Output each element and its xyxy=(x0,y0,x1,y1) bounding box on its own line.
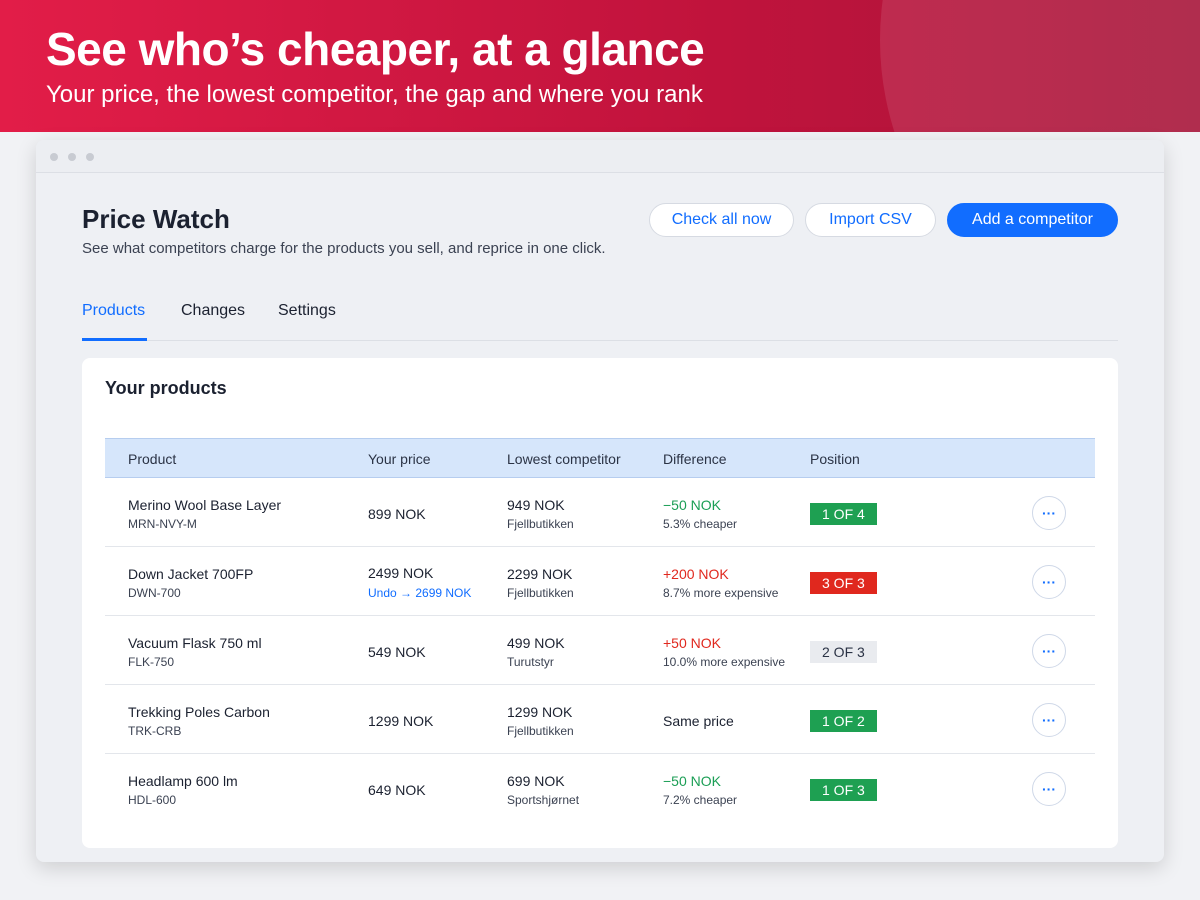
product-name: Down Jacket 700FP xyxy=(128,566,254,582)
button[interactable]: Import CSV xyxy=(805,203,936,237)
lowest-price: 949 NOK xyxy=(507,497,565,513)
column-header: Difference xyxy=(663,451,727,467)
difference-note: 7.2% cheaper xyxy=(663,793,738,807)
decor-circle xyxy=(880,0,1200,132)
window-dot xyxy=(50,153,58,161)
more-button[interactable]: ··· xyxy=(1032,772,1066,806)
table-row: Vacuum Flask 750 ml FLK-750 549 NOK 499 NOK… xyxy=(105,616,1095,685)
sku: FLK-750 xyxy=(128,655,175,669)
tab[interactable]: Changes xyxy=(181,302,246,319)
column-header: Your price xyxy=(368,451,431,467)
more-button[interactable]: ··· xyxy=(1032,565,1066,599)
tab-indicator xyxy=(82,338,147,341)
competitor: Fjellbutikken xyxy=(507,724,574,738)
your-price: 549 NOK xyxy=(368,644,426,660)
competitor: Turutstyr xyxy=(507,655,554,669)
lowest-price: 1299 NOK xyxy=(507,704,573,720)
tab[interactable]: Settings xyxy=(278,302,336,319)
competitor: Sportshjørnet xyxy=(507,793,580,807)
competitor: Fjellbutikken xyxy=(507,517,574,531)
lowest-price: 499 NOK xyxy=(507,635,565,651)
banner: See who’s cheaper, at a glance Your pric… xyxy=(0,0,1200,132)
difference: −50 NOK xyxy=(663,773,721,789)
difference: −50 NOK xyxy=(663,497,721,513)
window-bar xyxy=(36,140,1164,173)
window-dot xyxy=(68,153,76,161)
position-badge: 2 OF 3 xyxy=(810,641,877,663)
banner-title: See who’s cheaper, at a glance xyxy=(46,23,705,75)
difference: Same price xyxy=(663,713,734,729)
primary-button[interactable]: Add a competitor xyxy=(947,203,1118,237)
table-header: Product Your price Lowest competitor Differ… xyxy=(105,438,1095,478)
your-price: 899 NOK xyxy=(368,506,426,522)
table-row: Down Jacket 700FP DWN-700 2499 NOK Undo → 2… xyxy=(105,547,1095,616)
window-dot xyxy=(86,153,94,161)
button[interactable]: Check all now xyxy=(649,203,794,237)
difference: +50 NOK xyxy=(663,635,721,651)
sku: MRN-NVY-M xyxy=(128,517,197,531)
product-name: Headlamp 600 lm xyxy=(128,773,238,789)
column-header: Position xyxy=(810,451,860,467)
sku: HDL-600 xyxy=(128,793,177,807)
product-name: Merino Wool Base Layer xyxy=(128,497,282,513)
products-card: Your products Product Your price Lowest co… xyxy=(82,358,1118,848)
table-row: Merino Wool Base Layer MRN-NVY-M 899 NOK 94… xyxy=(105,478,1095,547)
your-price: 649 NOK xyxy=(368,782,426,798)
position-badge: 3 OF 3 xyxy=(810,572,877,594)
table-row: Headlamp 600 lm HDL-600 649 NOK 699 NOK Spor… xyxy=(105,754,1095,823)
tab-divider xyxy=(82,340,1118,341)
position-badge: 1 OF 3 xyxy=(810,779,877,801)
competitor: Fjellbutikken xyxy=(507,586,574,600)
product-name: Trekking Poles Carbon xyxy=(128,704,270,720)
more-button[interactable]: ··· xyxy=(1032,496,1066,530)
tab[interactable]: Products xyxy=(82,302,146,319)
position-badge: 1 OF 4 xyxy=(810,503,877,525)
difference-note: 5.3% cheaper xyxy=(663,517,738,531)
lowest-price: 2299 NOK xyxy=(507,566,573,582)
banner-subtitle: Your price, the lowest competitor, the g… xyxy=(46,81,703,108)
your-price: 1299 NOK xyxy=(368,713,434,729)
undo-link[interactable]: Undo → 2699 NOK xyxy=(368,586,472,600)
difference-note: 10.0% more expensive xyxy=(663,655,786,669)
page-description: See what competitors charge for the prod… xyxy=(82,240,606,257)
product-name: Vacuum Flask 750 ml xyxy=(128,635,262,651)
position-badge: 1 OF 2 xyxy=(810,710,877,732)
lowest-price: 699 NOK xyxy=(507,773,565,789)
more-button[interactable]: ··· xyxy=(1032,634,1066,668)
card-title: Your products xyxy=(105,378,227,398)
app-window: Price Watch See what competitors charge … xyxy=(36,140,1164,862)
difference-note: 8.7% more expensive xyxy=(663,586,779,600)
page-title: Price Watch xyxy=(82,204,230,234)
more-button[interactable]: ··· xyxy=(1032,703,1066,737)
your-price: 2499 NOK xyxy=(368,565,434,581)
column-header: Product xyxy=(128,451,177,467)
column-header: Lowest competitor xyxy=(507,451,621,467)
sku: TRK-CRB xyxy=(128,724,182,738)
sku: DWN-700 xyxy=(128,586,181,600)
difference: +200 NOK xyxy=(663,566,729,582)
table-row: Trekking Poles Carbon TRK-CRB 1299 NOK 1299… xyxy=(105,685,1095,754)
